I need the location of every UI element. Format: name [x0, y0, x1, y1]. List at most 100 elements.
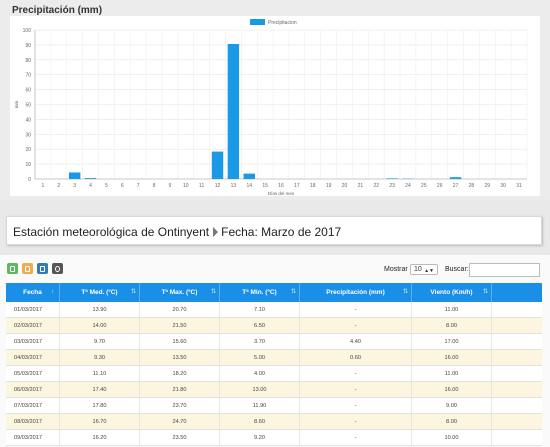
chart-background	[10, 16, 540, 196]
table-cell: 17.80	[60, 398, 140, 414]
bar-day-13	[227, 44, 240, 180]
table-cell: 3.70	[220, 334, 300, 350]
x-tick-label: 2	[57, 183, 60, 189]
x-tick-label: 6	[121, 183, 124, 189]
x-tick-label: 11	[199, 183, 204, 189]
table-cell: 9.70	[60, 334, 140, 350]
sort-ascending-icon[interactable]: ↑	[51, 289, 54, 295]
column-header[interactable]: Tª Med. (ºC)	[60, 283, 140, 302]
page-length-label: Mostrar	[384, 266, 408, 273]
precipitation-chart-card: Precipitación (mm) 0 10 20 30 40 50 60 70 80 90 10…	[0, 0, 550, 200]
sort-icon[interactable]: ⇅	[291, 289, 297, 295]
refresh-button[interactable]	[52, 263, 63, 274]
table-row: 03/03/2017 9.70 15.60 3.70 4.40 17.00	[6, 334, 542, 350]
table-cell: 21.80	[140, 382, 220, 398]
sort-icon[interactable]: ⇅	[131, 289, 137, 295]
table-cell: 06/03/2017	[6, 382, 60, 398]
x-tick-label: 10	[183, 183, 189, 189]
table-cell: 9.00	[412, 398, 492, 414]
x-tick-label: 18	[310, 183, 316, 189]
table-row: 01/03/2017 13.90 20.70 7.10-11.00	[6, 302, 542, 318]
table-cell: 16.00	[412, 350, 492, 366]
bar-day-27	[449, 177, 462, 179]
sort-icon[interactable]: ⇅	[403, 289, 409, 295]
x-tick-label: 4	[89, 183, 92, 189]
table-row: 02/03/2017 14.00 21.50 6.50-8.00	[6, 318, 542, 334]
column-header[interactable]: Tª Min. (ºC)	[220, 283, 300, 302]
table-cell: 4.00	[220, 366, 300, 382]
y-tick-label: 10	[25, 162, 31, 168]
table-cell: 16.00	[412, 382, 492, 398]
csv-icon	[25, 265, 30, 272]
table-cell: 04/03/2017	[6, 350, 60, 366]
y-tick-label: 50	[25, 103, 31, 109]
x-tick-label: 14	[246, 183, 252, 189]
table-cell: 8.00	[412, 318, 492, 334]
table-row: 05/03/2017 11.10 18.20 4.00-11.00	[6, 366, 542, 382]
y-tick-label: 40	[25, 117, 31, 123]
table-row: 09/03/2017 16.20 23.50 9.20-10.00	[6, 430, 542, 446]
table-cell: 08/03/2017	[6, 414, 60, 430]
table-cell: -	[300, 382, 412, 398]
table-body: 01/03/2017 13.90 20.70 7.10-11.00 02/03/2017…	[6, 302, 542, 446]
table-cell: 11.90	[220, 398, 300, 414]
table-cell: 21.50	[140, 318, 220, 334]
table-cell: 8.00	[412, 414, 492, 430]
table-cell: 5.00	[220, 350, 300, 366]
weather-table: Fecha ↑ Tª Med. (ºC) ⇅ Tª Max. (ºC) ⇅ Tª Min. …	[6, 283, 542, 446]
table-cell: 24.70	[140, 414, 220, 430]
sort-icon[interactable]: ⇅	[483, 289, 489, 295]
column-header[interactable]: Fecha	[6, 283, 60, 302]
sort-icon[interactable]: ⇅	[211, 289, 217, 295]
x-axis-label: Días del mes	[268, 191, 295, 196]
y-tick-label: 100	[23, 28, 32, 34]
bar-day-14	[243, 173, 255, 179]
data-table-panel: Mostrar 10 ▲▼ Buscar: Fecha ↑ Tª Med. (ºC) ⇅…	[0, 255, 550, 447]
table-cell: 02/03/2017	[6, 318, 60, 334]
station-header: Estación meteorológica de Ontinyent Fecha…	[6, 216, 542, 245]
table-cell: 20.70	[140, 302, 220, 318]
export-excel-button[interactable]	[7, 263, 18, 274]
legend-label: Precipitacion	[268, 20, 297, 26]
x-tick-label: 31	[516, 183, 522, 189]
x-tick-label: 9	[169, 183, 172, 189]
table-cell: -	[300, 366, 412, 382]
table-cell: 16.20	[60, 430, 140, 446]
column-header[interactable]: Precipitación (mm)	[300, 283, 412, 302]
table-cell: -	[300, 414, 412, 430]
print-button[interactable]	[37, 263, 48, 274]
x-tick-label: 1	[42, 183, 45, 189]
x-tick-label: 29	[485, 183, 491, 189]
table-cell: 17.40	[60, 382, 140, 398]
x-tick-label: 19	[326, 183, 332, 189]
station-name: Estación meteorológica de Ontinyent	[13, 225, 210, 239]
search-input[interactable]	[469, 263, 540, 277]
table-cell: 13.90	[60, 302, 140, 318]
x-tick-label: 12	[215, 183, 221, 189]
table-cell: 9.30	[60, 350, 140, 366]
table-cell: 0.60	[300, 350, 412, 366]
table-cell: 11.00	[412, 366, 492, 382]
table-cell: -	[300, 398, 412, 414]
x-tick-label: 21	[358, 183, 364, 189]
print-icon	[40, 265, 45, 272]
table-cell: 8.60	[220, 414, 300, 430]
x-tick-label: 25	[421, 183, 427, 189]
column-header[interactable]: Viento (Km/h)	[412, 283, 492, 302]
column-header[interactable]: Tª Max. (ºC)	[140, 283, 220, 302]
export-csv-button[interactable]	[22, 263, 33, 274]
table-cell: 16.70	[60, 414, 140, 430]
x-tick-label: 17	[294, 183, 300, 189]
page-length-value: 10	[414, 266, 422, 273]
table-cell: 13.50	[140, 350, 220, 366]
caret-right-icon	[213, 227, 219, 237]
x-tick-label: 22	[373, 183, 379, 189]
page-length-select[interactable]: 10 ▲▼	[410, 264, 438, 275]
table-row: 07/03/2017 17.80 23.70 11.90-9.00	[6, 398, 542, 414]
search-label: Buscar:	[445, 266, 469, 273]
table-cell: 15.60	[140, 334, 220, 350]
x-tick-label: 20	[342, 183, 348, 189]
table-cell: 23.50	[140, 430, 220, 446]
x-tick-label: 3	[73, 183, 76, 189]
